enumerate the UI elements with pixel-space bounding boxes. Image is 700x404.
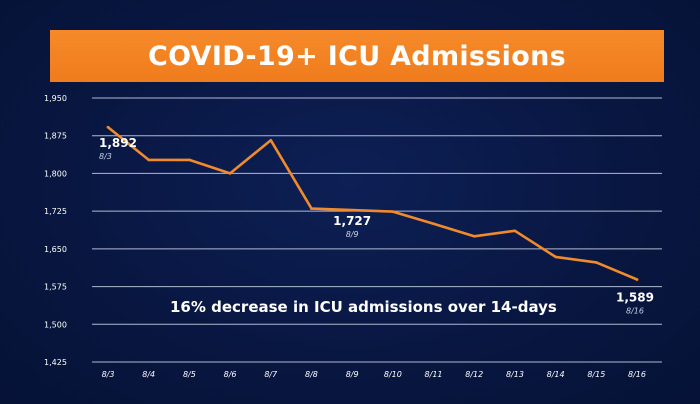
data-point [269, 138, 273, 142]
data-label-date: 8/3 [99, 152, 112, 161]
data-label-date: 8/9 [346, 230, 359, 239]
data-point [513, 229, 517, 233]
data-point [472, 234, 476, 238]
x-tick-label: 8/12 [465, 370, 483, 379]
y-tick-label: 1,575 [44, 283, 67, 292]
x-tick-label: 8/4 [142, 370, 155, 379]
data-label-value: 1,727 [333, 214, 371, 228]
data-point [432, 222, 435, 226]
title-banner: COVID-19+ ICU Admissions [50, 30, 664, 82]
x-tick-label: 8/3 [102, 370, 115, 379]
x-tick-label: 8/14 [547, 370, 565, 379]
chart-title: COVID-19+ ICU Admissions [148, 40, 566, 72]
data-point [595, 261, 598, 264]
series-line-layer [106, 125, 639, 281]
gridlines [92, 97, 662, 363]
data-label-value: 1,892 [99, 136, 137, 150]
data-point [147, 158, 150, 162]
x-axis-ticks: 8/3 8/4 8/5 8/6 8/7 8/8 8/9 8/10 8/11 8/12 8/13 8/1… [102, 370, 646, 379]
y-tick-label: 1,500 [44, 320, 67, 329]
data-label-value: 1,589 [616, 291, 654, 305]
data-label-date: 8/16 [626, 307, 644, 316]
y-tick-label: 1,800 [44, 169, 67, 178]
x-tick-label: 8/16 [628, 370, 646, 379]
data-point [635, 278, 639, 281]
data-point [310, 207, 313, 210]
y-tick-label: 1,875 [44, 132, 67, 141]
data-point [106, 125, 110, 129]
data-point [228, 172, 232, 175]
x-tick-label: 8/6 [224, 370, 237, 379]
annotation-text: 16% decrease in ICU admissions over 14-d… [170, 298, 557, 316]
x-tick-label: 8/7 [264, 370, 278, 379]
x-tick-label: 8/9 [346, 370, 359, 379]
data-point [554, 255, 557, 259]
series-line [106, 125, 639, 281]
y-tick-label: 1,650 [44, 245, 67, 254]
data-labels: 1,892 8/3 1,727 8/9 1,589 8/16 [99, 136, 654, 315]
x-tick-label: 8/5 [183, 370, 196, 379]
x-tick-label: 8/8 [305, 370, 318, 379]
x-tick-label: 8/11 [425, 370, 443, 379]
x-tick-label: 8/13 [506, 370, 524, 379]
x-tick-label: 8/15 [587, 370, 605, 379]
data-point [188, 158, 191, 162]
y-tick-label: 1,950 [44, 94, 67, 103]
y-axis-ticks: 1,425 1,500 1,575 1,650 1,725 1,800 1,875 1,950 [44, 94, 67, 367]
y-tick-label: 1,725 [44, 207, 67, 216]
data-point [350, 208, 354, 212]
x-tick-label: 8/10 [384, 370, 402, 379]
y-tick-label: 1,425 [44, 358, 67, 367]
data-point [391, 210, 395, 213]
